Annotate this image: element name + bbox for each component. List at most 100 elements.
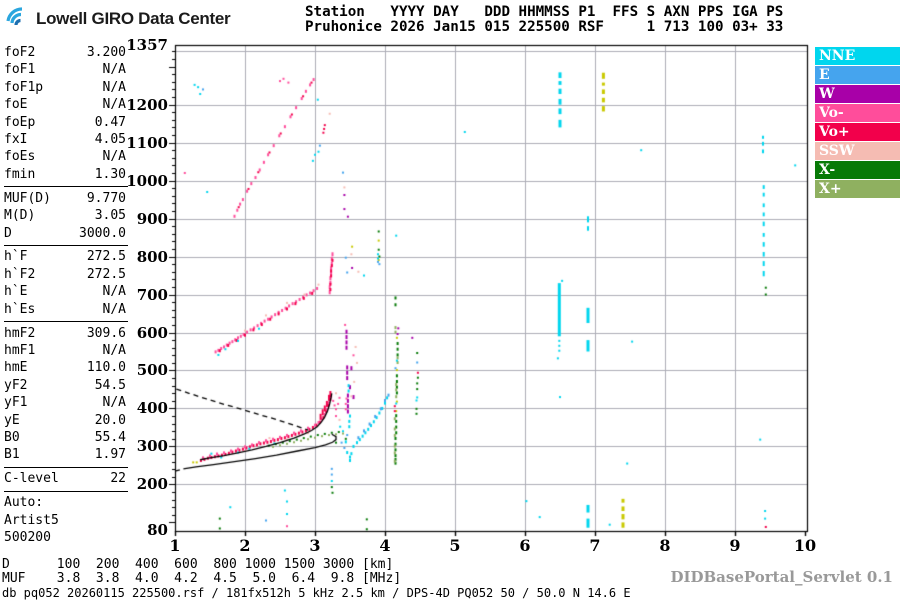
param-row: B1 1.97 [4, 448, 126, 462]
param-label: M(D) [4, 208, 36, 224]
param-label: B0 [4, 429, 20, 445]
section-divider [4, 186, 128, 188]
param-value: 272.5 [86, 249, 126, 265]
param-row: fxI 4.05 [4, 133, 126, 147]
giro-wave-icon [6, 5, 31, 32]
auto-scaler-line: Artist5 [4, 512, 59, 528]
param-label: B1 [4, 447, 20, 463]
param-label: foF1 [4, 62, 36, 78]
y-tick-label: 600 [136, 323, 168, 342]
param-value: 1.30 [94, 166, 126, 182]
param-value: 9.770 [86, 190, 126, 206]
auto-scaler-line: Auto: [4, 495, 44, 511]
station-header-line2: Pruhonice 2026 Jan15 015 225500 RSF 1 71… [305, 19, 784, 35]
param-value: 3000.0 [79, 225, 126, 241]
param-label: h`Es [4, 301, 36, 317]
param-row: foF1 N/A [4, 63, 126, 77]
param-label: yE [4, 412, 20, 428]
param-row: foE N/A [4, 98, 126, 112]
param-label: hmF2 [4, 325, 36, 341]
param-row: h`F2 272.5 [4, 266, 126, 282]
param-value: N/A [102, 62, 126, 78]
param-value: N/A [102, 79, 126, 95]
db-status-line: db pq052 20260115 225500.rsf / 181fx512h… [2, 586, 631, 600]
auto-scaler-line: 500200 [4, 529, 51, 545]
legend-item-ssw: SSW [815, 142, 900, 160]
y-tick-label: 200 [136, 475, 168, 494]
y-tick-label: 1200 [126, 95, 168, 114]
param-row: MUF(D) 9.770 [4, 190, 126, 206]
section-divider [4, 321, 128, 322]
param-value: 22 [110, 471, 126, 487]
param-label: MUF(D) [4, 190, 51, 206]
x-tick-label: 6 [519, 536, 531, 555]
param-row: h`Es N/A [4, 301, 126, 317]
param-value: 4.05 [94, 132, 126, 147]
param-row: hmF1 N/A [4, 342, 126, 358]
legend-item-nne: NNE [815, 47, 900, 65]
param-row: yF1 N/A [4, 396, 126, 410]
param-value: 309.6 [86, 325, 126, 341]
param-value: N/A [102, 149, 126, 165]
param-label: foEs [4, 149, 36, 165]
legend-item-e: E [815, 66, 900, 84]
param-row: B0 55.4 [4, 429, 126, 445]
param-label: foF2 [4, 45, 36, 60]
legend-item-w: W [815, 85, 900, 103]
param-row: foF2 3.200 [4, 46, 126, 60]
param-value: N/A [102, 301, 126, 317]
param-label: fmin [4, 166, 36, 182]
param-row: h`E N/A [4, 285, 126, 299]
lowell-giro-logo: Lowell GIRO Data Center [6, 5, 231, 32]
y-tick-label: 1000 [126, 171, 168, 190]
x-tick-label: 8 [659, 536, 671, 555]
param-row: M(D) 3.05 [4, 209, 126, 223]
param-value: N/A [102, 97, 126, 113]
y-tick-label: 400 [136, 399, 168, 418]
x-tick-label: 9 [729, 536, 741, 555]
param-label: yF2 [4, 377, 28, 393]
param-value: 54.5 [94, 377, 126, 393]
echo-direction-legend: NNE E W Vo- Vo+ SSW X- X+ [815, 47, 900, 199]
station-header-line1: Station YYYY DAY DDD HHMMSS P1 FFS S AXN… [305, 4, 784, 20]
param-row: hmF2 309.6 [4, 325, 126, 341]
legend-item-vo: Vo- [815, 104, 900, 122]
param-label: fxI [4, 132, 28, 147]
param-value: 0.47 [94, 114, 126, 130]
param-row: foEs N/A [4, 150, 126, 164]
station-header: Station YYYY DAY DDD HHMMSS P1 FFS S AXN… [305, 5, 783, 35]
param-label: yF1 [4, 395, 28, 411]
param-value: N/A [102, 284, 126, 300]
legend-item-x: X+ [815, 180, 900, 198]
param-label: h`F [4, 249, 28, 265]
param-label: h`F2 [4, 266, 36, 282]
param-value: N/A [102, 342, 126, 358]
param-label: foF1p [4, 79, 44, 95]
param-label: hmE [4, 360, 28, 376]
x-tick-label: 3 [309, 536, 321, 555]
logo-text: Lowell GIRO Data Center [36, 8, 231, 28]
y-tick-label: 1357 [126, 36, 168, 54]
param-label: h`E [4, 284, 28, 300]
param-value: 272.5 [86, 266, 126, 282]
param-row: D 3000.0 [4, 225, 126, 241]
x-tick-label: 5 [449, 536, 461, 555]
param-row: hmE 110.0 [4, 361, 126, 375]
param-label: foEp [4, 114, 36, 130]
param-value: 3.200 [86, 45, 126, 60]
param-row: foEp 0.47 [4, 114, 126, 130]
param-value: 3.05 [94, 208, 126, 224]
param-label: hmF1 [4, 342, 36, 358]
param-label: foE [4, 97, 28, 113]
param-row: foF1p N/A [4, 79, 126, 95]
param-value: 55.4 [94, 429, 126, 445]
y-tick-label: 1100 [126, 133, 168, 152]
x-tick-label: 1 [169, 536, 181, 555]
section-divider [4, 466, 128, 468]
x-tick-label: 4 [379, 536, 391, 555]
y-tick-label: 500 [136, 361, 168, 380]
legend-item-x: X- [815, 161, 900, 179]
legend-item-vo: Vo+ [815, 123, 900, 141]
y-tick-label: 900 [136, 209, 168, 228]
param-label: C-level [4, 471, 59, 487]
